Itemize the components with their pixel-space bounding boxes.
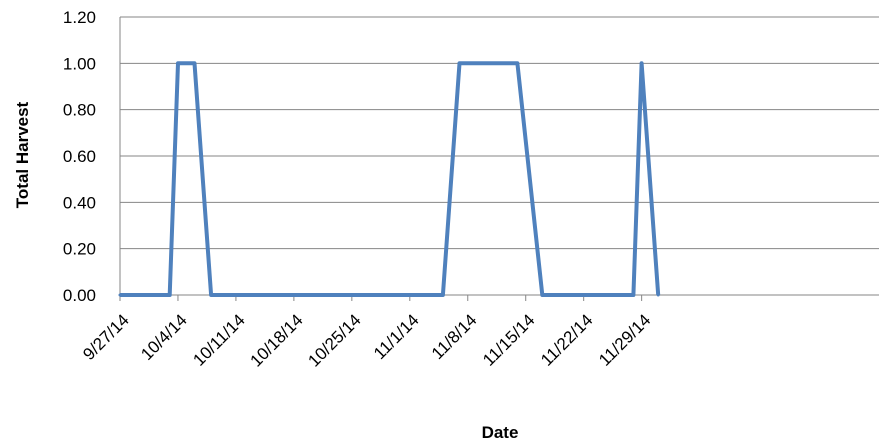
- data-point: [631, 293, 635, 297]
- data-point: [656, 293, 660, 297]
- x-tick-label: 11/15/14: [479, 310, 538, 369]
- y-tick-label: 1.00: [63, 54, 96, 73]
- y-tick-label: 1.20: [63, 8, 96, 27]
- data-point: [193, 61, 197, 65]
- x-tick-label: 10/18/14: [246, 310, 306, 370]
- data-point: [118, 293, 122, 297]
- y-tick-label: 0.20: [63, 240, 96, 259]
- x-tick-label: 11/8/14: [428, 310, 481, 363]
- data-point: [640, 61, 644, 65]
- x-tick-label: 9/27/14: [79, 310, 133, 364]
- y-axis-title: Total Harvest: [13, 101, 32, 208]
- x-tick-label: 10/11/14: [189, 310, 248, 369]
- data-point: [540, 293, 544, 297]
- data-point: [441, 293, 445, 297]
- data-point: [168, 293, 172, 297]
- x-axis-title: Date: [482, 423, 519, 442]
- y-tick-label: 0.00: [63, 286, 96, 305]
- x-tick-label: 11/1/14: [370, 310, 423, 363]
- harvest-series-line: [120, 61, 661, 297]
- x-tick-label: 11/22/14: [537, 310, 596, 369]
- data-point: [457, 61, 461, 65]
- x-tick-label: 10/4/14: [137, 310, 191, 364]
- gridlines: [120, 16, 879, 250]
- y-tick-label: 0.40: [63, 193, 96, 212]
- x-tick-label: 10/25/14: [304, 310, 364, 370]
- y-tick-label: 0.80: [63, 101, 96, 120]
- data-point: [515, 61, 519, 65]
- series-layer: [118, 61, 661, 297]
- x-tick-label: 11/29/14: [595, 310, 654, 369]
- y-tick-label: 0.60: [63, 147, 96, 166]
- data-point: [209, 293, 213, 297]
- axes: [119, 17, 879, 301]
- data-point: [176, 61, 180, 65]
- y-tick-labels: 0.00 0.20 0.40 0.60 0.80 1.00 1.20: [63, 8, 96, 305]
